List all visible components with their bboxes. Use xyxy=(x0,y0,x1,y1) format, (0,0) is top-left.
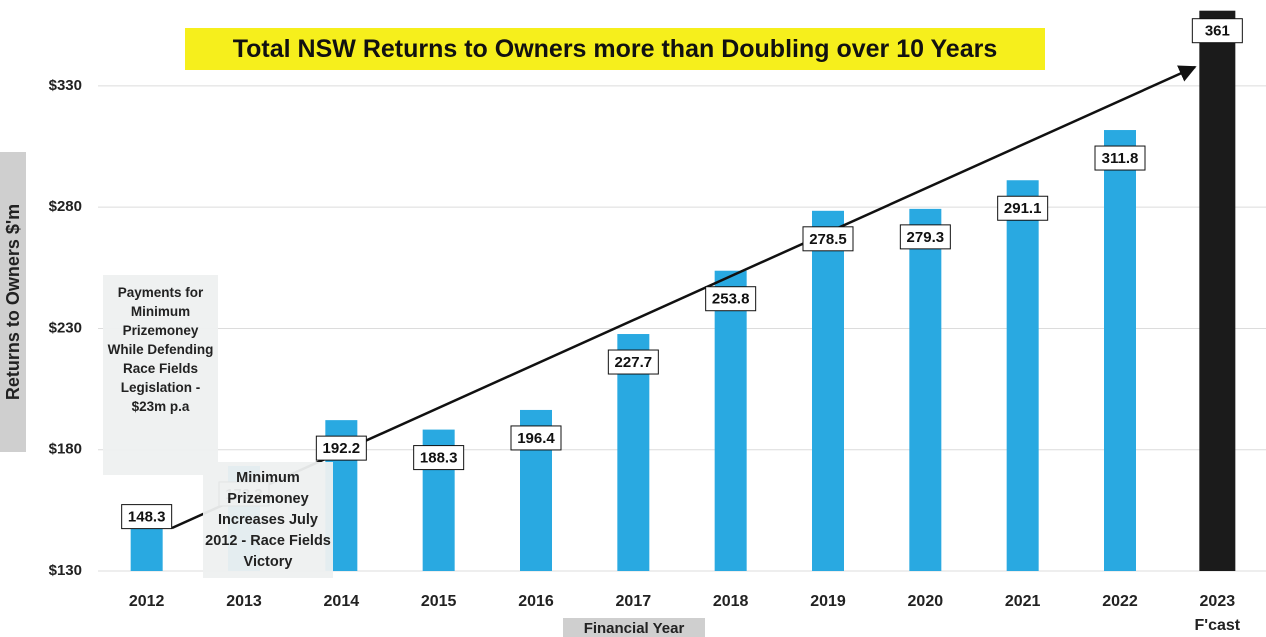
value-label: 278.5 xyxy=(809,231,847,248)
value-label: 196.4 xyxy=(517,430,555,447)
y-tick-label: $280 xyxy=(49,198,82,215)
value-label: 291.1 xyxy=(1004,200,1042,217)
x-tick-label: 2018 xyxy=(712,593,749,610)
value-label-box xyxy=(510,425,562,451)
value-label: 188.3 xyxy=(420,450,458,467)
value-label-box xyxy=(705,286,757,312)
value-label: 311.8 xyxy=(1102,150,1139,167)
x-tick-label: 2013 xyxy=(226,593,262,610)
y-axis-label: Returns to Owners $'m xyxy=(0,152,26,452)
value-label: 253.8 xyxy=(712,291,750,308)
x-tick-label: 2021 xyxy=(1004,593,1041,610)
x-tick-label: 2012 xyxy=(128,593,165,610)
y-tick-label: $330 xyxy=(49,77,82,94)
bar xyxy=(909,208,942,571)
annotation: Payments for Minimum Prizemoney While De… xyxy=(103,275,218,475)
y-tick-label: $180 xyxy=(49,441,82,458)
chart-title: Total NSW Returns to Owners more than Do… xyxy=(185,28,1045,70)
value-label: 227.7 xyxy=(615,354,653,371)
x-tick-label: 2022 xyxy=(1102,593,1138,610)
bar xyxy=(130,526,163,571)
x-axis-label: Financial Year xyxy=(563,618,705,637)
annotation: Minimum Prizemoney Increases July 2012 -… xyxy=(203,462,333,578)
value-label: 361 xyxy=(1205,23,1230,40)
value-label-box xyxy=(1191,18,1243,44)
value-label-box xyxy=(997,195,1049,221)
x-tick-label: 2017 xyxy=(615,593,652,610)
value-label: 279.3 xyxy=(907,229,945,246)
value-label-box xyxy=(315,435,367,461)
bar xyxy=(1104,130,1136,571)
bar xyxy=(714,270,747,571)
bar xyxy=(1006,180,1039,571)
value-label-box xyxy=(802,226,854,252)
value-label: 148.3 xyxy=(128,509,166,526)
y-tick-label: $230 xyxy=(49,319,82,336)
value-label: 192.2 xyxy=(323,440,361,457)
value-label-box xyxy=(1094,145,1146,171)
x-tick-label: 2015 xyxy=(420,593,457,610)
y-tick-label: $130 xyxy=(49,562,82,579)
x-tick-label: 2023 F'cast xyxy=(1194,593,1241,634)
bar xyxy=(812,210,844,571)
value-label-box xyxy=(121,504,173,530)
x-tick-label: 2016 xyxy=(518,593,554,610)
x-tick-label: 2014 xyxy=(323,593,360,610)
x-tick-label: 2020 xyxy=(907,593,944,610)
bar xyxy=(1199,10,1236,571)
x-tick-label: 2019 xyxy=(810,593,846,610)
value-label-box xyxy=(607,349,659,375)
value-label-box xyxy=(413,445,465,471)
value-label-box xyxy=(899,224,951,250)
